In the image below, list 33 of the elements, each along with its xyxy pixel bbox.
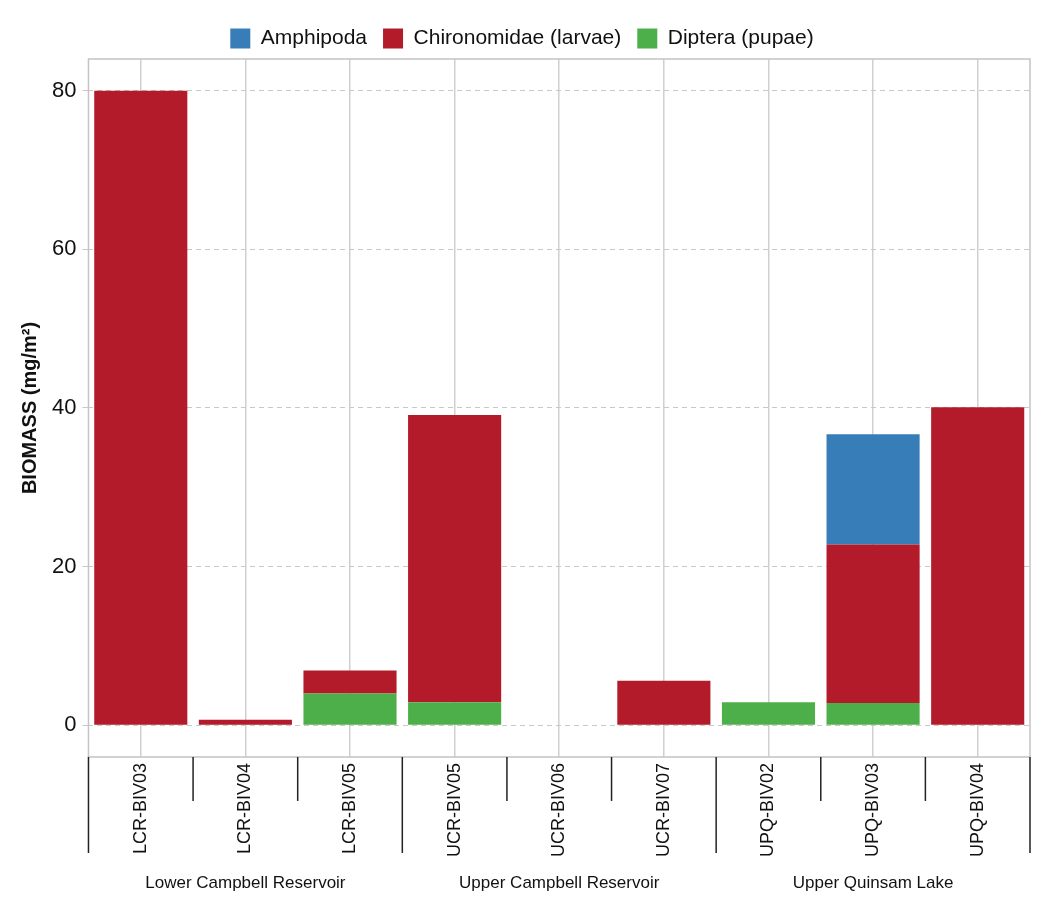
x-tick-label: LCR-BIV03 — [129, 762, 150, 855]
x-tick-label: LCR-BIV04 — [234, 762, 255, 855]
text: Lower Campbell Reservoir — [145, 872, 346, 892]
bar — [826, 434, 920, 545]
legend-label: Amphipoda — [260, 25, 368, 49]
text: Upper Campbell Reservoir — [459, 872, 660, 892]
y-tick-label: 60 — [51, 235, 77, 261]
y-tick-label: 0 — [64, 711, 77, 737]
legend-label: Diptera (pupae) — [667, 25, 814, 49]
x-tick-label: LCR-BIV05 — [338, 762, 359, 855]
x-tick-label: UPQ-BIV02 — [757, 762, 778, 858]
y-tick-label: 40 — [51, 394, 77, 420]
y-tick-label: 80 — [51, 76, 77, 102]
bar — [94, 90, 188, 725]
x-tick-label: UPQ-BIV04 — [966, 762, 987, 858]
bar — [826, 703, 920, 725]
bar — [408, 702, 502, 725]
y-tick-label: 20 — [51, 552, 77, 578]
x-tick-label: UCR-BIV05 — [443, 762, 464, 857]
y-axis-title: BIOMASS (mg/m²) — [17, 321, 40, 495]
bar — [303, 693, 397, 725]
text: Upper Quinsam Lake — [792, 872, 954, 892]
x-tick-label: UCR-BIV06 — [548, 762, 569, 857]
bar — [617, 680, 711, 725]
x-tick-label: UPQ-BIV03 — [862, 762, 883, 858]
bar — [721, 702, 816, 725]
bar — [826, 544, 920, 704]
bar — [303, 670, 397, 694]
bar — [408, 415, 502, 703]
x-tick-label: UCR-BIV07 — [652, 762, 673, 857]
bar — [198, 719, 292, 725]
legend-label: Chironomidae (larvae) — [413, 25, 622, 49]
bar — [931, 407, 1025, 725]
